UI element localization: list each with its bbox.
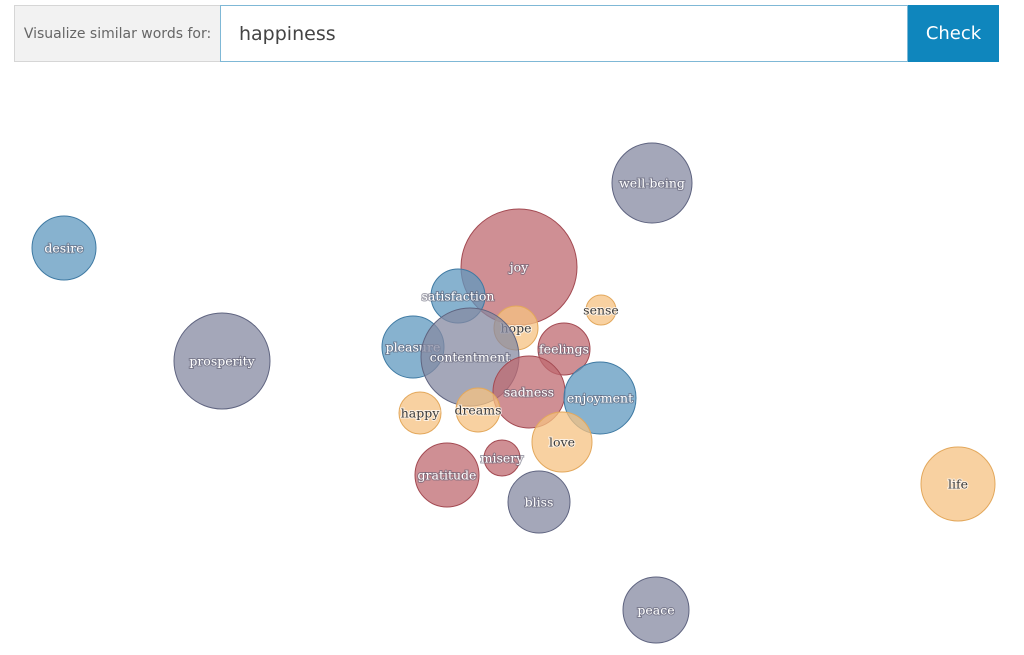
bubble-sadness[interactable]: sadness (492, 355, 566, 429)
bubble-circle[interactable] (398, 391, 442, 435)
bubble-label: desire (44, 241, 83, 256)
bubble-feelings[interactable]: feelings (537, 322, 591, 376)
bubble-circle[interactable] (585, 294, 617, 326)
bubble-label: contentment (430, 350, 510, 365)
bubble-peace[interactable]: peace (622, 576, 690, 644)
bubble-circle[interactable] (537, 322, 591, 376)
bubble-label: gratitude (418, 468, 477, 483)
bubble-label: well-being (619, 176, 685, 191)
bubble-label: love (549, 435, 575, 450)
bubble-label: dreams (454, 403, 501, 418)
bubble-love[interactable]: love (531, 411, 593, 473)
search-label: Visualize similar words for: (14, 5, 220, 62)
bubble-sense[interactable]: sense (582, 294, 620, 326)
bubble-joy[interactable]: joy (460, 208, 578, 326)
bubble-circle[interactable] (611, 142, 693, 224)
word-bubble-chart: well-beingdesirejoysatisfactionsensehope… (31, 142, 996, 644)
bubble-circle[interactable] (622, 576, 690, 644)
bubble-desire[interactable]: desire (31, 215, 97, 281)
bubble-bliss[interactable]: bliss (507, 470, 571, 534)
bubble-prosperity[interactable]: prosperity (173, 312, 271, 410)
bubble-circle[interactable] (173, 312, 271, 410)
bubble-label: feelings (539, 342, 589, 357)
search-input[interactable] (220, 5, 908, 62)
bubble-label: prosperity (189, 354, 255, 369)
bubble-misery[interactable]: misery (480, 439, 525, 477)
search-bar: Visualize similar words for: Check (14, 5, 999, 62)
bubble-circle[interactable] (31, 215, 97, 281)
check-button[interactable]: Check (908, 5, 999, 62)
bubble-label: bliss (525, 495, 554, 510)
bubble-circle[interactable] (563, 361, 637, 435)
bubble-label: peace (637, 603, 674, 618)
bubble-enjoyment[interactable]: enjoyment (563, 361, 637, 435)
bubble-label: sadness (504, 385, 554, 400)
bubble-circle[interactable] (920, 446, 996, 522)
bubble-label: happy (401, 406, 441, 421)
bubble-circle[interactable] (414, 442, 480, 508)
bubble-label: enjoyment (567, 391, 633, 406)
bubble-label: joy (508, 260, 529, 275)
bubble-label: misery (481, 451, 525, 466)
bubble-label: satisfaction (422, 289, 495, 304)
bubble-life[interactable]: life (920, 446, 996, 522)
bubble-circle[interactable] (531, 411, 593, 473)
bubble-dreams[interactable]: dreams (453, 387, 503, 433)
bubble-label: life (948, 477, 968, 492)
bubble-gratitude[interactable]: gratitude (414, 442, 480, 508)
bubble-circle[interactable] (483, 439, 521, 477)
bubble-circle[interactable] (455, 387, 501, 433)
bubble-happy[interactable]: happy (398, 391, 442, 435)
bubble-label: sense (583, 303, 619, 318)
bubble-circle[interactable] (507, 470, 571, 534)
bubble-well-being[interactable]: well-being (611, 142, 693, 224)
